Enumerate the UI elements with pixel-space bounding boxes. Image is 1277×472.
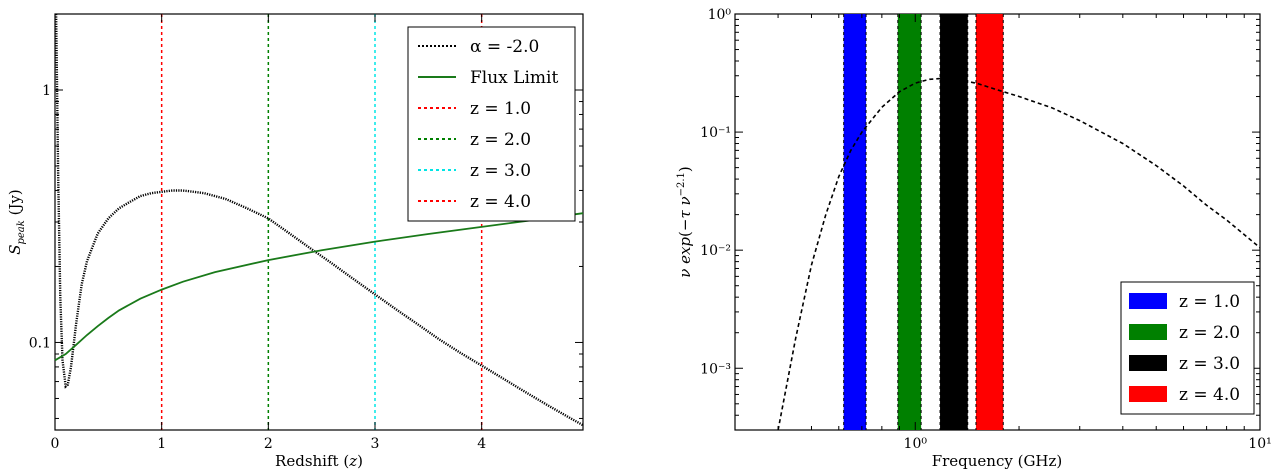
legend-label: Flux Limit (470, 68, 558, 88)
x-tick-label: 1 (157, 436, 166, 452)
legend-label: z = 2.0 (470, 130, 531, 150)
chart1-xlabel: Redshift (z) (275, 452, 363, 470)
legend-swatch (1129, 293, 1167, 309)
band-z3 (940, 14, 968, 430)
chart1-ylabel: Speak (Jy) (6, 189, 27, 255)
y-tick-label: 10⁻¹ (700, 125, 731, 141)
x-tick-label: 2 (264, 436, 273, 452)
chart2-legend: z = 1.0 z = 2.0 z = 3.0 z = 4.0 (1120, 281, 1255, 415)
x-tick-label: 4 (477, 436, 486, 452)
chart1-legend: α = -2.0 Flux Limit z = 1.0 z = 2.0 z = 3.0 z… (407, 26, 576, 222)
legend-swatch (1129, 355, 1167, 371)
legend-label: z = 4.0 (1179, 385, 1240, 405)
series-flux-limit (54, 212, 584, 362)
legend-label: z = 1.0 (470, 99, 531, 119)
legend-label: z = 2.0 (1179, 323, 1240, 343)
x-tick-label: 0 (51, 436, 60, 452)
legend-swatch (1129, 386, 1167, 402)
legend-box (407, 26, 576, 222)
band-z1 (843, 14, 867, 430)
y-tick-label: 0.1 (29, 335, 51, 351)
x-tick-label: 10⁰ (904, 436, 928, 452)
y-tick-label: 1 (42, 83, 51, 99)
series-alpha (54, 13, 584, 427)
chart2-ylabel: ν exp(−τ ν−2.1) (676, 166, 694, 278)
legend-label: z = 1.0 (1179, 292, 1240, 312)
legend-label: z = 3.0 (1179, 354, 1240, 374)
redshift-chart: 0 1 2 3 4 0.1 1 Redshift (z) Speak (Jy) α = -2… (6, 13, 584, 470)
legend-swatch (1129, 324, 1167, 340)
legend-label: α = -2.0 (470, 37, 539, 57)
x-tick-label: 3 (371, 436, 380, 452)
y-tick-label: 10⁻³ (700, 361, 731, 377)
legend-label: z = 3.0 (470, 161, 531, 181)
band-z4 (975, 14, 1004, 430)
chart2-xlabel: Frequency (GHz) (932, 452, 1063, 470)
x-tick-label: 10¹ (1248, 436, 1271, 452)
series-spectrum (777, 77, 1261, 431)
y-tick-label: 10⁻² (700, 243, 731, 259)
frequency-chart: 10⁰ 10¹ 10⁻³ 10⁻² 10⁻¹ 10⁰ Frequency (GHz) ν … (676, 7, 1272, 470)
legend-label: z = 4.0 (470, 192, 531, 212)
band-z2 (897, 14, 922, 430)
y-tick-label: 10⁰ (708, 7, 732, 23)
